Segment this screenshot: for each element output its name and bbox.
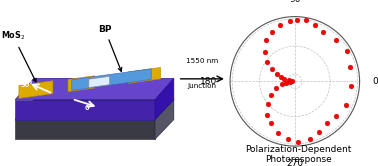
Text: 180: 180 [200,77,217,86]
Polygon shape [15,78,174,100]
Polygon shape [155,78,174,120]
Polygon shape [129,67,161,83]
Text: Junction: Junction [188,83,217,89]
Text: 0°: 0° [85,105,93,111]
Polygon shape [15,100,174,120]
Text: 1550 nm: 1550 nm [186,58,218,64]
Polygon shape [15,100,155,120]
Text: MoS$_2$: MoS$_2$ [1,30,36,82]
Polygon shape [19,81,53,98]
Polygon shape [72,69,151,90]
Text: Polarization-Dependent
Photoresponse: Polarization-Dependent Photoresponse [245,145,352,164]
Polygon shape [155,100,174,139]
Text: 90°: 90° [21,83,33,88]
Polygon shape [89,76,110,87]
Text: BP: BP [98,25,122,71]
Text: 270: 270 [286,159,304,166]
Polygon shape [68,76,94,92]
Text: 0: 0 [372,77,378,86]
Polygon shape [15,120,155,139]
Text: 90: 90 [289,0,301,4]
